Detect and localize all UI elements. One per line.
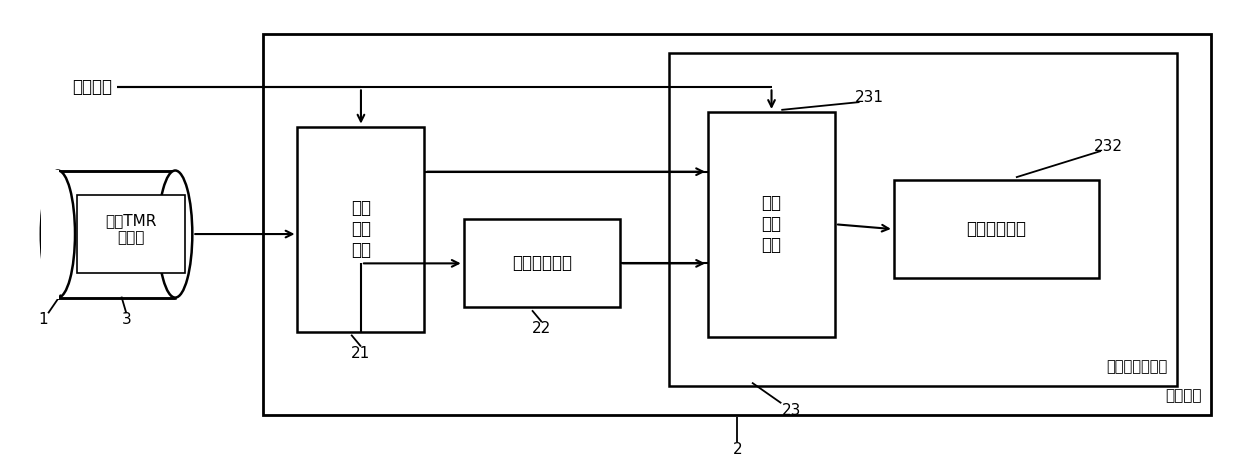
Text: 驱动电路: 驱动电路 bbox=[1166, 388, 1202, 403]
Bar bbox=[58, 170, 175, 298]
Bar bbox=[41, 169, 58, 299]
Bar bbox=[668, 53, 1177, 386]
Bar bbox=[263, 33, 1211, 415]
Bar bbox=[894, 180, 1099, 278]
Text: 2: 2 bbox=[733, 442, 742, 457]
Bar bbox=[708, 112, 835, 337]
Text: 带通滤波电路: 带通滤波电路 bbox=[512, 254, 572, 273]
Bar bbox=[464, 219, 620, 307]
Ellipse shape bbox=[159, 170, 192, 298]
Text: 前置
放大
电路: 前置 放大 电路 bbox=[351, 199, 371, 259]
Text: 相敏
检波
电路: 相敏 检波 电路 bbox=[761, 195, 781, 254]
Text: 22: 22 bbox=[532, 322, 552, 336]
Text: 待测TMR
传感器: 待测TMR 传感器 bbox=[105, 213, 157, 245]
Bar bbox=[298, 126, 424, 332]
Ellipse shape bbox=[41, 170, 74, 298]
Text: 低通滤波电路: 低通滤波电路 bbox=[966, 220, 1027, 238]
Text: 21: 21 bbox=[351, 346, 371, 361]
Text: 参考信号: 参考信号 bbox=[73, 78, 113, 97]
Text: 3: 3 bbox=[122, 311, 131, 327]
Text: 232: 232 bbox=[1094, 139, 1123, 153]
Text: 231: 231 bbox=[854, 90, 884, 105]
Text: 锁相放大器电路: 锁相放大器电路 bbox=[1106, 359, 1167, 374]
Bar bbox=[77, 195, 185, 273]
Text: 23: 23 bbox=[781, 403, 801, 418]
Text: 1: 1 bbox=[38, 311, 48, 327]
